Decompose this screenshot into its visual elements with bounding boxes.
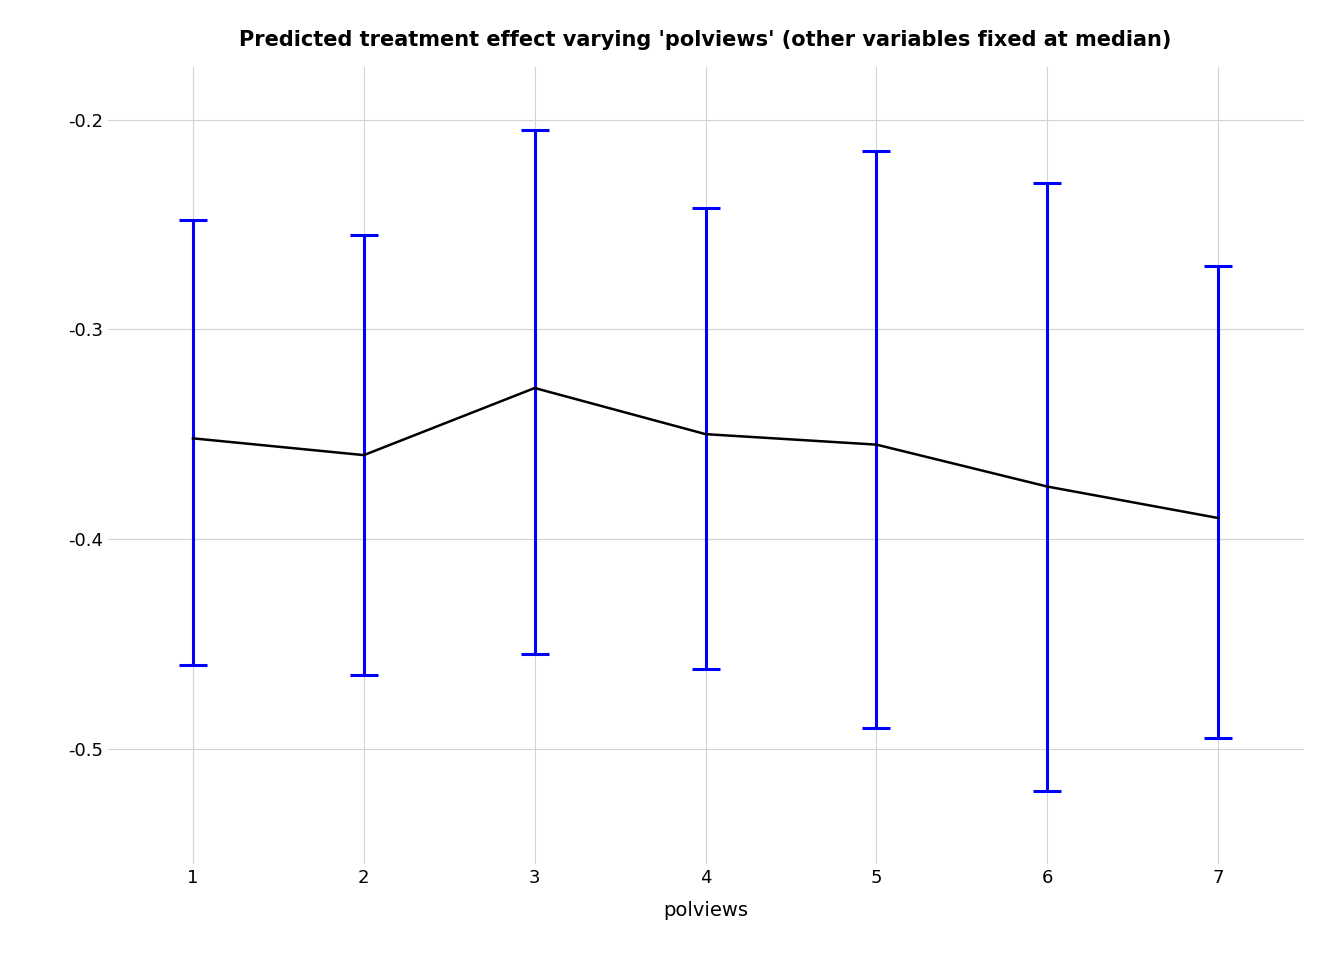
Title: Predicted treatment effect varying 'polviews' (other variables fixed at median): Predicted treatment effect varying 'polv… (239, 31, 1172, 50)
X-axis label: polviews: polviews (663, 900, 749, 920)
